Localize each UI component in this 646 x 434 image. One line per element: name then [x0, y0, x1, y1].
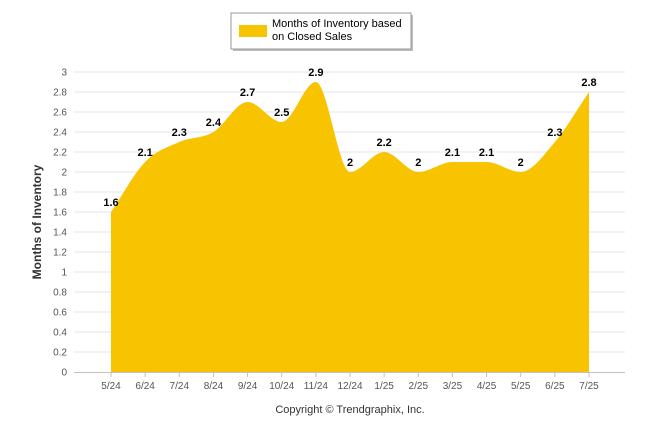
- legend-label-line-2: on Closed Sales: [272, 31, 353, 43]
- y-axis-tick-labels: 0 0.2 0.4 0.6 0.8 1 1.2 1.4 1.6 1.8 2 2.2 2.4 2.6 2.8 3: [53, 68, 67, 379]
- data-label: 1.6: [103, 197, 118, 209]
- data-label: 2.2: [376, 137, 391, 149]
- y-tick-label: 2.6: [53, 108, 67, 119]
- x-tick-label: 5/25: [511, 381, 531, 392]
- x-tick-label: 1/25: [374, 381, 394, 392]
- data-label: 2.1: [479, 147, 494, 159]
- y-tick-label: 1: [61, 268, 67, 279]
- y-tick-label: 0: [61, 368, 67, 379]
- y-axis-title: Months of Inventory: [30, 164, 44, 279]
- y-tick-label: 1.2: [53, 248, 67, 259]
- y-tick-label: 1.6: [53, 208, 67, 219]
- x-tick-label: 9/24: [238, 381, 258, 392]
- y-tick-label: 2.8: [53, 88, 67, 99]
- y-tick-label: 0.4: [53, 328, 67, 339]
- x-tick-label: 5/24: [101, 381, 121, 392]
- y-tick-label: 0.8: [53, 288, 67, 299]
- x-tick-label: 7/24: [170, 381, 190, 392]
- y-tick-label: 2.2: [53, 148, 67, 159]
- data-label: 2: [518, 157, 524, 169]
- x-axis-tick-labels: 5/24 6/24 7/24 8/24 9/24 10/24 11/24 12/24 1/25 2…: [101, 381, 599, 392]
- data-label: 2.5: [274, 107, 289, 119]
- data-label: 2.8: [581, 77, 596, 89]
- legend-label-line-1: Months of Inventory based: [272, 18, 402, 30]
- data-labels: 1.6 2.1 2.3 2.4 2.7 2.5 2.9 2 2.2 2 2.1 2.1 2 2.3 2.8: [103, 67, 596, 209]
- data-label: 2: [415, 157, 421, 169]
- data-label: 2.9: [308, 67, 323, 79]
- x-tick-label: 2/25: [409, 381, 429, 392]
- x-tick-label: 11/24: [304, 381, 329, 392]
- legend: Months of Inventory based on Closed Sale…: [230, 12, 413, 51]
- x-tick-label: 6/25: [545, 381, 565, 392]
- x-tick-label: 4/25: [477, 381, 497, 392]
- y-tick-label: 2.4: [53, 128, 67, 139]
- inventory-area: [111, 82, 589, 372]
- data-label: 2.3: [547, 127, 562, 139]
- data-label: 2: [347, 157, 353, 169]
- y-tick-label: 0.6: [53, 308, 67, 319]
- data-label: 2.7: [240, 87, 255, 99]
- data-label: 2.4: [206, 117, 222, 129]
- y-tick-label: 2: [61, 168, 67, 179]
- x-axis-ticks: [110, 372, 590, 377]
- legend-swatch: [239, 25, 267, 37]
- x-tick-label: 12/24: [337, 381, 362, 392]
- x-tick-label: 3/25: [443, 381, 463, 392]
- x-tick-label: 8/24: [204, 381, 224, 392]
- y-tick-label: 3: [61, 68, 67, 79]
- y-tick-label: 1.4: [53, 228, 67, 239]
- y-tick-label: 0.2: [53, 348, 67, 359]
- x-tick-label: 6/24: [135, 381, 155, 392]
- data-label: 2.1: [137, 147, 152, 159]
- x-tick-label: 10/24: [269, 381, 294, 392]
- copyright-credit: Copyright © Trendgraphix, Inc.: [275, 404, 424, 416]
- x-tick-label: 7/25: [579, 381, 599, 392]
- data-label: 2.1: [445, 147, 460, 159]
- y-tick-label: 1.8: [53, 188, 67, 199]
- data-label: 2.3: [172, 127, 187, 139]
